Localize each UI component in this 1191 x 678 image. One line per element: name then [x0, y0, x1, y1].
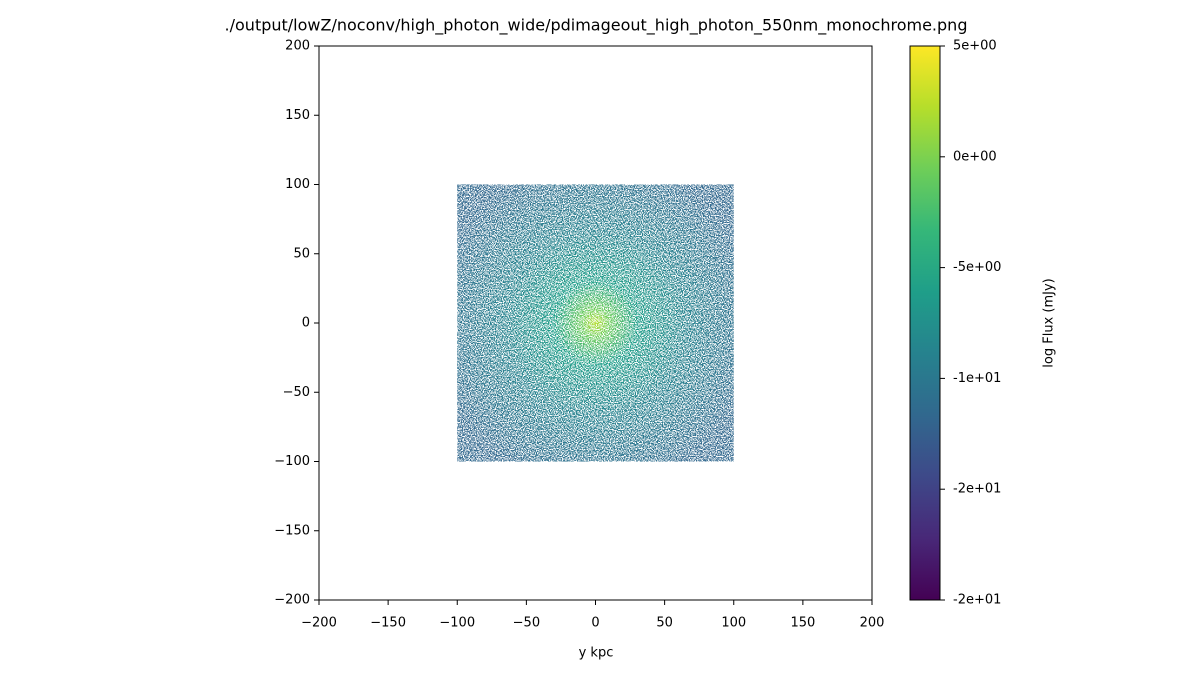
- y-tick-label: 50: [293, 246, 310, 261]
- x-tick-label: −100: [439, 616, 475, 631]
- x-axis-label: y kpc: [579, 646, 614, 661]
- colorbar-tick-label: -2e+01: [953, 593, 1001, 608]
- colorbar: [909, 45, 941, 601]
- y-tick-label: 200: [285, 39, 310, 54]
- x-tick-label: 50: [656, 616, 673, 631]
- y-tick-label: −200: [274, 593, 310, 608]
- colorbar-tick-label: 0e+00: [953, 149, 997, 164]
- x-tick-label: 200: [860, 616, 885, 631]
- x-tick-label: −50: [513, 616, 540, 631]
- y-tick-label: 150: [285, 108, 310, 123]
- colorbar-tick-label: -2e+01: [953, 482, 1001, 497]
- y-tick-label: −50: [283, 385, 310, 400]
- image: [457, 184, 734, 462]
- x-tick-label: 100: [721, 616, 746, 631]
- colorbar-tick-label: -1e+01: [953, 371, 1001, 386]
- colorbar-label: log Flux (mJy): [1042, 278, 1057, 367]
- y-tick-label: −150: [274, 523, 310, 538]
- x-tick-label: 150: [790, 616, 815, 631]
- chart-title: ./output/lowZ/noconv/high_photon_wide/pd…: [225, 16, 968, 36]
- x-tick-label: −200: [301, 616, 337, 631]
- y-tick-label: 100: [285, 177, 310, 192]
- colorbar-tick-label: 5e+00: [953, 39, 997, 54]
- x-tick-label: 0: [591, 616, 599, 631]
- y-tick-label: −100: [274, 454, 310, 469]
- x-tick-label: −150: [370, 616, 406, 631]
- colorbar-tick-label: -5e+00: [953, 260, 1001, 275]
- y-tick-label: 0: [302, 316, 310, 331]
